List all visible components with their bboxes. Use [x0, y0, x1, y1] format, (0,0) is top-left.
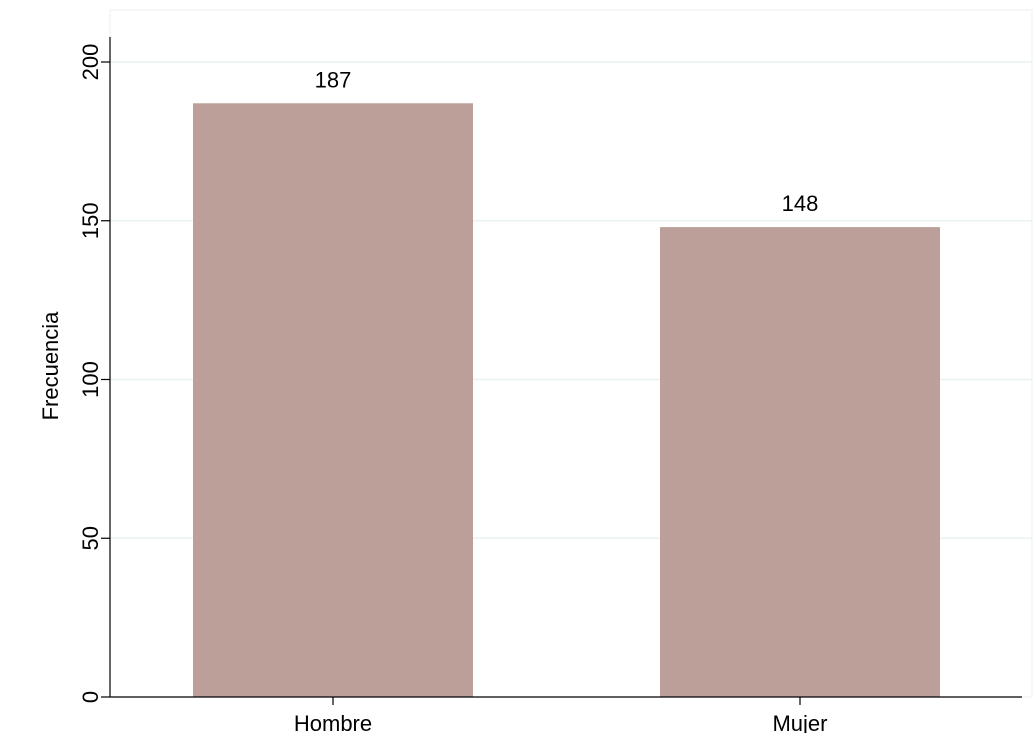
labels: 187 Hombre 148 Mujer 0 50 100 150 200	[78, 44, 828, 733]
y-axis-title: Frecuencia	[38, 311, 63, 421]
data-label-hombre: 187	[315, 67, 352, 92]
bar-hombre	[193, 103, 473, 697]
data-label-mujer: 148	[782, 191, 819, 216]
y-tick-label-200: 200	[78, 44, 103, 81]
y-tick-label-50: 50	[78, 526, 103, 550]
x-tick-label-hombre: Hombre	[294, 711, 372, 733]
y-tick-label-150: 150	[78, 202, 103, 239]
y-tick-label-100: 100	[78, 361, 103, 398]
bar-mujer	[660, 227, 940, 697]
bars	[193, 103, 940, 697]
axes	[101, 37, 1022, 705]
x-tick-label-mujer: Mujer	[772, 711, 827, 733]
y-tick-label-0: 0	[78, 691, 103, 703]
